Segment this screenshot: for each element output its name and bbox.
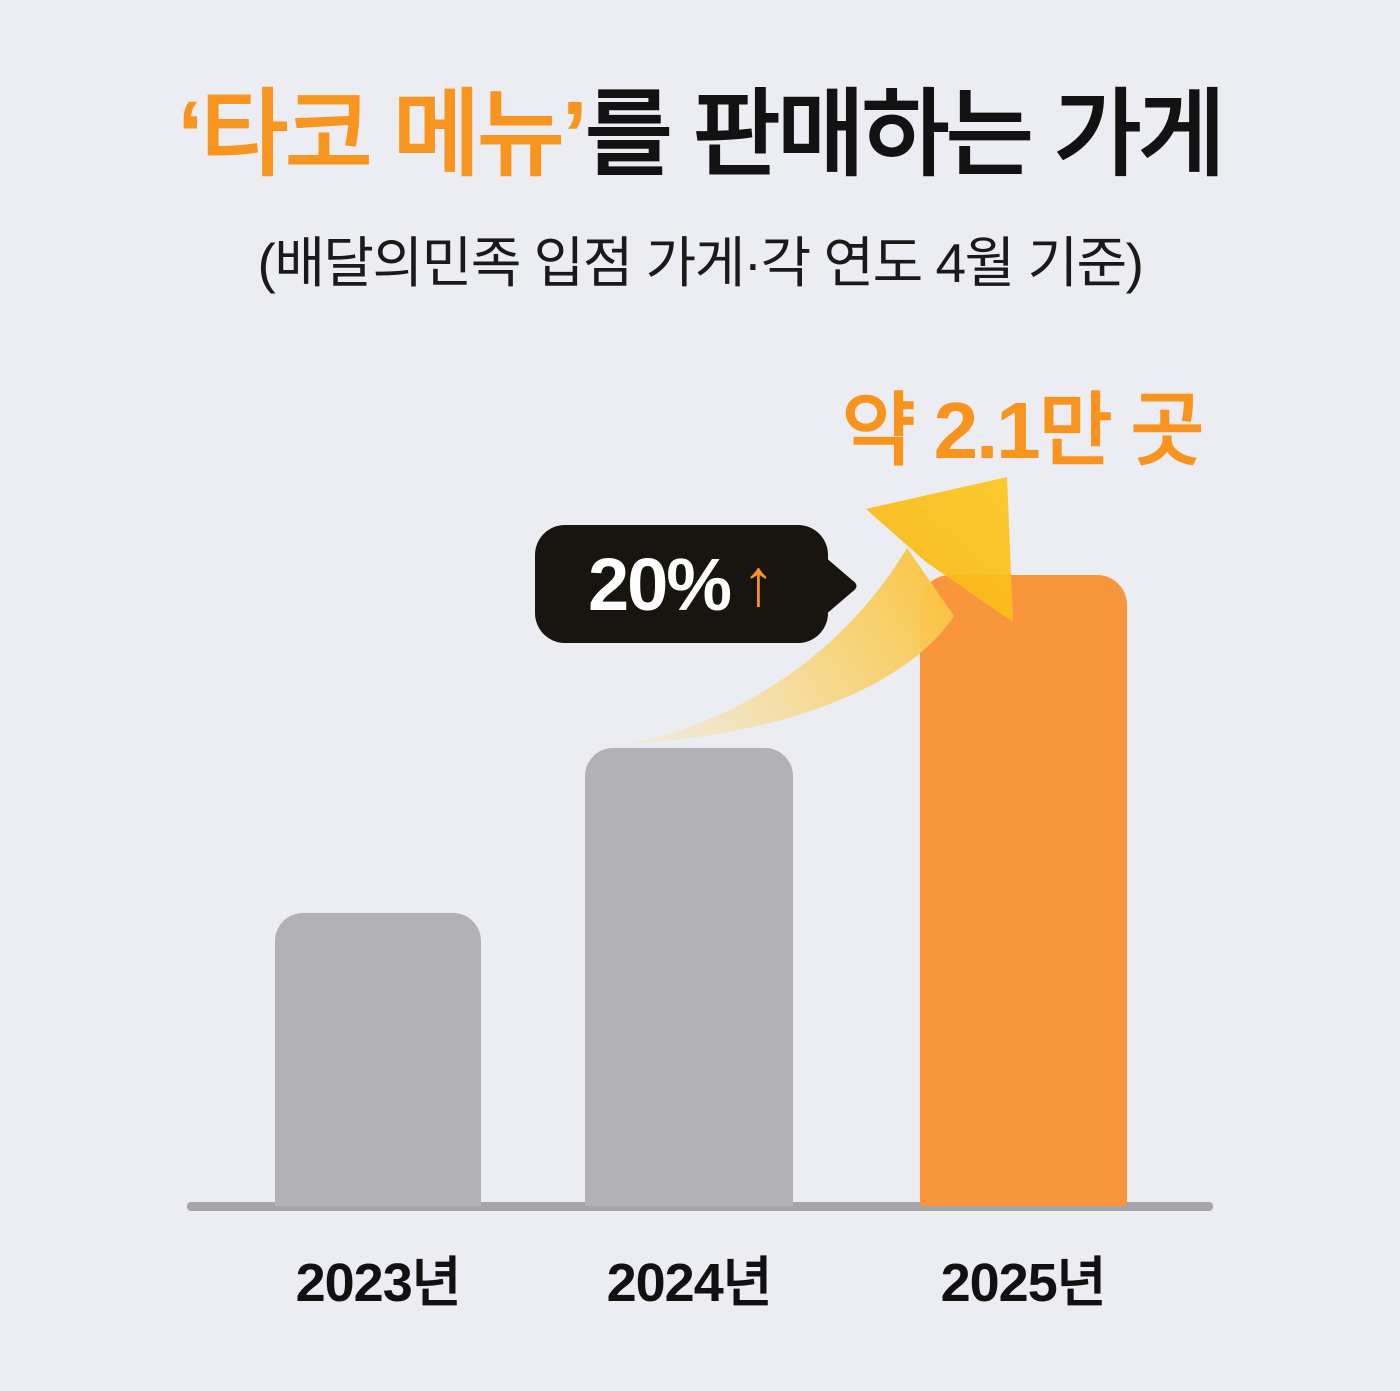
x-label-2023: 2023년 xyxy=(295,1253,462,1313)
value-label-2025: 약 2.1만 곳 xyxy=(841,386,1204,475)
x-label-2024: 2024년 xyxy=(606,1253,773,1313)
growth-badge-value: 20% xyxy=(587,542,732,626)
title-rest: 를 판매하는 가게 xyxy=(585,82,1226,188)
subtitle: (배달의민족 입점 가게·각 연도 4월 기준) xyxy=(257,232,1144,294)
bar-2024 xyxy=(585,748,793,1206)
badge-tail xyxy=(824,556,857,616)
x-axis-line xyxy=(187,1202,1213,1211)
x-label-2025: 2025년 xyxy=(940,1253,1107,1313)
growth-badge: 20% ↑ xyxy=(535,525,828,643)
up-arrow-icon: ↑ xyxy=(742,545,776,619)
page-title: ‘타코 메뉴’를 판매하는 가게 xyxy=(0,84,1400,187)
bar-2025 xyxy=(920,575,1127,1206)
title-highlight: ‘타코 메뉴’ xyxy=(177,82,588,188)
bar-2023 xyxy=(275,913,481,1206)
